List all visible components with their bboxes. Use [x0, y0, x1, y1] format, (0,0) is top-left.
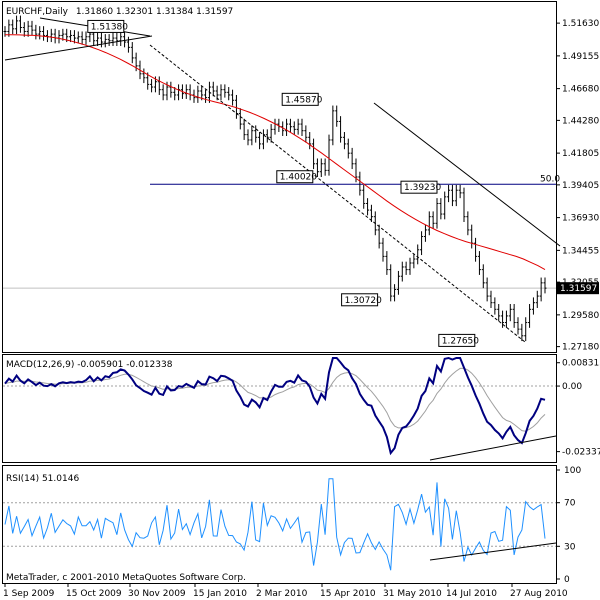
x-axis: 1 Sep 2009 15 Oct 2009 30 Nov 2009 15 Jan 2… — [3, 583, 568, 599]
price-label-text: 1.30720 — [345, 296, 382, 306]
current-price-label: 1.31597 — [560, 284, 597, 294]
x-tick-label: 30 Nov 2009 — [128, 589, 186, 599]
trendline-lower-left — [4, 35, 153, 61]
price-y-tick-label: 1.27180 — [562, 343, 599, 353]
rsi-title: RSI(14) 51.0146 — [6, 474, 79, 484]
x-tick-label: 2 Mar 2010 — [256, 589, 308, 599]
price-y-tick-label: 1.36930 — [562, 214, 599, 224]
x-tick-label: 31 May 2010 — [383, 589, 442, 599]
fib-50-label: 50.0 — [540, 174, 560, 184]
price-y-tick-label: 1.44280 — [562, 116, 599, 126]
macd-y-tick-label: 0.008315 — [562, 359, 600, 369]
price-y-tick-label: 1.39405 — [562, 181, 599, 191]
macd-trendline — [429, 435, 557, 461]
price-y-tick-label: 1.29580 — [562, 311, 599, 321]
price-header: EURCHF,Daily 1.31860 1.32301 1.31384 1.3… — [6, 7, 233, 17]
price-label-box — [438, 333, 476, 347]
macd-title: MACD(12,26,9) -0.005901 -0.012338 — [6, 360, 173, 370]
price-label-text: 1.51380 — [91, 22, 128, 32]
x-tick-label: 14 Jul 2010 — [446, 589, 497, 599]
macd-signal-line — [4, 367, 546, 432]
macd-main-line — [4, 356, 546, 456]
rsi-y-tick-label: 100 — [564, 466, 581, 476]
x-tick-label: 15 Oct 2009 — [66, 589, 122, 599]
price-panel: 1.51630 1.49155 1.46680 1.44280 1.41805 1.394… — [3, 15, 599, 353]
price-panel-frame — [2, 1, 557, 353]
x-tick-label: 15 Jan 2010 — [193, 589, 247, 599]
rsi-panel: 100 70 30 0 — [3, 466, 581, 585]
macd-panel-frame — [2, 354, 557, 463]
price-label-box — [341, 293, 379, 307]
rsi-y-tick-label: 70 — [564, 499, 576, 509]
price-label-text: 1.40020 — [280, 173, 317, 183]
price-y-tick-label: 1.34455 — [562, 246, 599, 256]
price-y-tick-label: 1.41805 — [562, 149, 599, 159]
trendline-resistance — [373, 102, 561, 247]
ohlc-values: 1.31860 1.32301 1.31384 1.31597 — [76, 7, 233, 17]
macd-y-tick-label: 0.00 — [562, 382, 582, 392]
rsi-y-tick-label: 0 — [564, 575, 570, 585]
price-y-tick-label: 1.51630 — [562, 19, 599, 29]
price-label-box — [400, 180, 438, 194]
rsi-panel-frame — [2, 465, 557, 584]
price-y-tick-label: 1.49155 — [562, 52, 599, 62]
rsi-y-tick-label: 30 — [564, 542, 576, 552]
symbol-label: EURCHF,Daily — [6, 7, 69, 17]
moving-average-line — [5, 34, 546, 271]
rsi-line — [4, 478, 546, 571]
price-y-tick-label: 1.46680 — [562, 85, 599, 95]
trendline-dashed — [149, 44, 526, 343]
price-label-box — [276, 170, 314, 184]
copyright: MetaTrader, c 2001-2010 MetaQuotes Softw… — [6, 573, 246, 583]
price-label-text: 1.39230 — [404, 183, 441, 193]
price-label-text: 1.27650 — [442, 336, 479, 346]
price-label-box — [281, 92, 319, 106]
price-label-text: 1.45870 — [285, 95, 322, 105]
x-tick-label: 15 Apr 2010 — [320, 589, 376, 599]
current-price-box — [557, 282, 599, 295]
rsi-trendline — [429, 542, 557, 561]
price-label-box — [87, 19, 125, 33]
x-tick-label: 27 Aug 2010 — [510, 589, 568, 599]
x-tick-label: 1 Sep 2009 — [3, 589, 55, 599]
